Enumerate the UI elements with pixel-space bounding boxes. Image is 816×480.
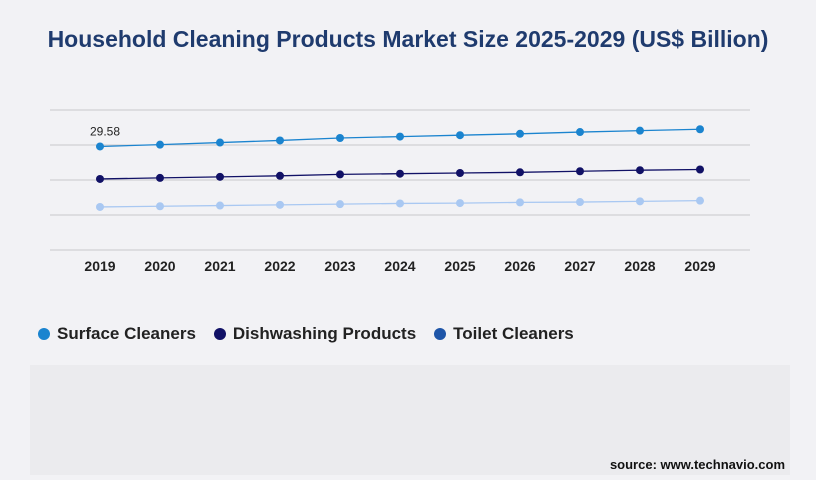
- x-tick-label: 2028: [624, 258, 655, 274]
- legend-marker-icon: [38, 328, 50, 340]
- data-point: [456, 131, 464, 140]
- data-point: [396, 132, 404, 141]
- data-point: [276, 136, 284, 145]
- data-point: [216, 172, 224, 181]
- data-point: [456, 169, 464, 177]
- legend-item-dishwashing-products[interactable]: Dishwashing Products: [213, 324, 417, 344]
- data-label: 29.58: [90, 124, 120, 138]
- legend-marker-icon: [434, 328, 447, 340]
- chart-legend: Surface Cleaners Dishwashing Products To…: [38, 323, 592, 345]
- x-tick-label: 2022: [264, 258, 295, 274]
- data-point: [696, 196, 704, 205]
- chart-title: Household Cleaning Products Market Size …: [47, 26, 769, 52]
- x-tick-label: 2029: [684, 258, 715, 274]
- data-point: [516, 168, 524, 177]
- data-point: [396, 169, 404, 178]
- data-point: [456, 199, 464, 208]
- x-tick-label: 2021: [204, 258, 235, 274]
- data-point: [156, 140, 164, 149]
- data-point: [336, 200, 344, 209]
- x-tick-label: 2027: [564, 258, 595, 274]
- data-point: [636, 126, 644, 135]
- data-point: [336, 134, 344, 142]
- data-point: [276, 171, 284, 180]
- source-credit: source: www.technavio.com: [609, 457, 785, 472]
- legend-item-surface-cleaners[interactable]: Surface Cleaners: [38, 324, 196, 344]
- data-point: [636, 166, 644, 175]
- data-point: [156, 202, 164, 211]
- data-point: [96, 142, 104, 151]
- legend-label: Dishwashing Products: [232, 324, 417, 343]
- x-tick-label: 2020: [144, 258, 175, 274]
- data-point: [516, 129, 524, 138]
- data-point: [96, 202, 104, 211]
- x-tick-label: 2025: [444, 258, 475, 274]
- data-point: [696, 125, 704, 134]
- legend-label: Toilet Cleaners: [453, 324, 574, 343]
- bottom-panel: [30, 365, 790, 475]
- data-point: [156, 173, 164, 182]
- data-point: [216, 138, 224, 147]
- data-point: [576, 167, 584, 176]
- data-point: [276, 200, 284, 209]
- data-point: [216, 201, 224, 210]
- data-point: [96, 174, 104, 183]
- legend-label: Surface Cleaners: [57, 324, 196, 343]
- data-point: [576, 128, 584, 137]
- data-point: [696, 165, 704, 174]
- x-tick-label: 2019: [84, 258, 115, 274]
- data-point: [576, 198, 584, 207]
- legend-item-toilet-cleaners[interactable]: Toilet Cleaners: [434, 324, 574, 344]
- data-point: [336, 170, 344, 179]
- data-point: [516, 198, 524, 207]
- legend-marker-icon: [213, 328, 226, 340]
- x-tick-label: 2024: [384, 258, 415, 274]
- x-tick-label: 2026: [504, 258, 535, 274]
- data-point: [396, 199, 404, 208]
- x-tick-label: 2023: [324, 258, 355, 274]
- data-point: [636, 197, 644, 206]
